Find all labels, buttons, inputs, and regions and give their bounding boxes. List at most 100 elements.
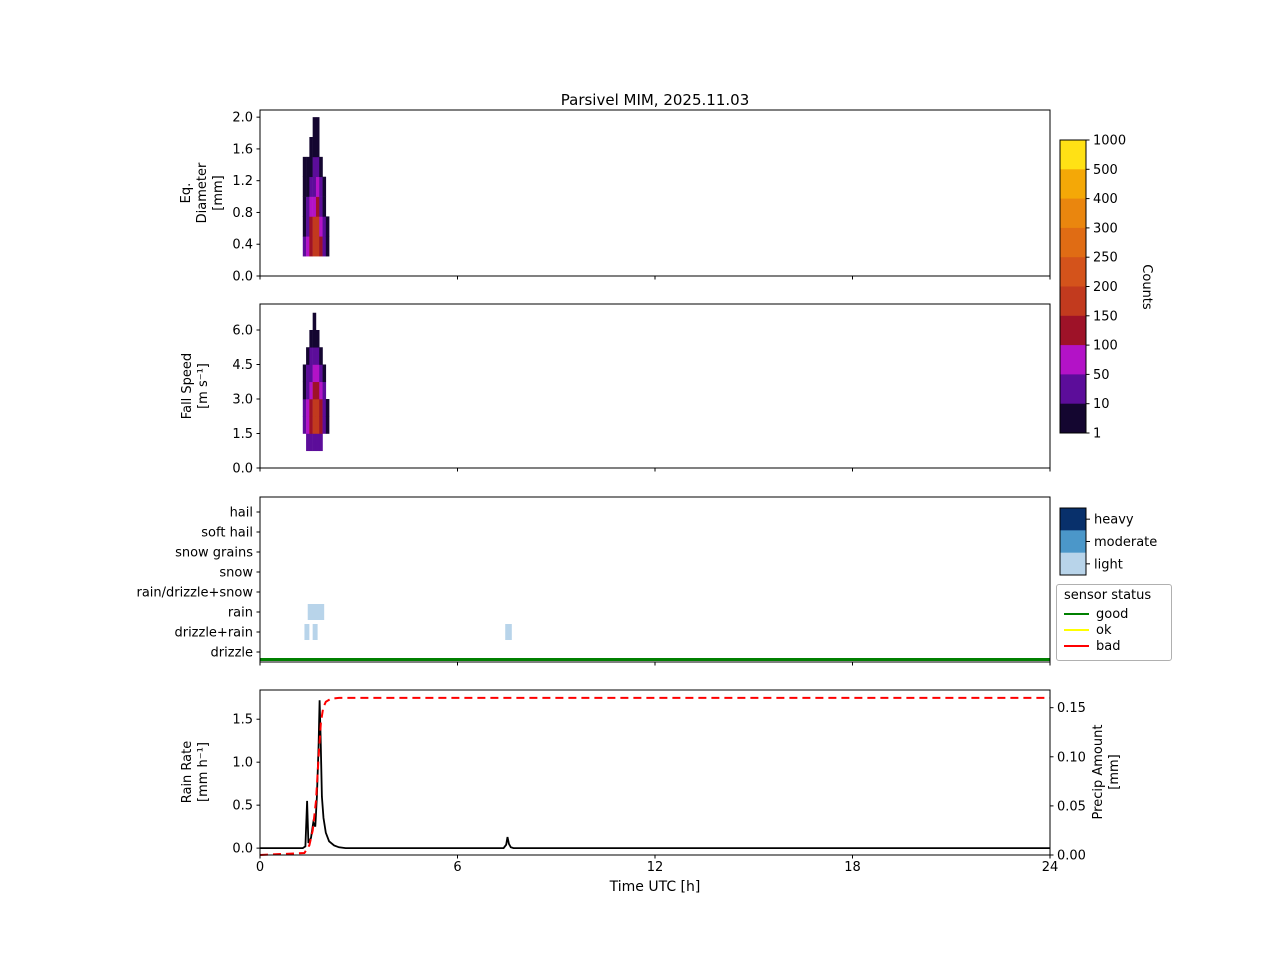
rain-rate-axis-label: Rain Rate [mm h⁻¹] xyxy=(180,712,212,832)
y2-tick-label: 0.15 xyxy=(1057,701,1086,716)
colorbar-tick-label: 300 xyxy=(1093,221,1118,236)
fall_speed-cell xyxy=(306,347,310,365)
eq_diameter-cell xyxy=(322,236,327,257)
axis-label-line: [mm h⁻¹] xyxy=(196,742,211,802)
fall_speed-cell xyxy=(315,364,320,383)
y2-tick-label: 0.00 xyxy=(1057,849,1086,864)
ok-line-sample xyxy=(1064,629,1089,631)
eq_diameter-cell xyxy=(309,236,313,257)
fall_speed-cell xyxy=(306,364,310,383)
colorbar-band xyxy=(1060,345,1086,375)
fall_speed-cell xyxy=(312,416,317,434)
panel-frame-1 xyxy=(259,109,1051,277)
fall_speed-cell xyxy=(312,398,317,417)
eq_diameter-cell xyxy=(319,156,323,178)
y-tick-label: 0.5 xyxy=(232,799,253,814)
fall_speed-cell xyxy=(325,416,330,434)
y-tick-label: 1.2 xyxy=(232,174,253,189)
eq_diameter-cell xyxy=(315,196,320,217)
x-tick-label: 0 xyxy=(256,860,264,875)
fall_speed-cell xyxy=(302,381,307,400)
fall_speed-cell xyxy=(322,364,327,383)
fall_speed-cell xyxy=(312,329,317,348)
colorbar-band xyxy=(1060,140,1086,170)
fall-speed-axis-label: Fall Speed [m s⁻¹] xyxy=(180,326,212,446)
eq-diameter-axis-label: Eq. Diameter [mm] xyxy=(179,133,227,253)
fall_speed-cell xyxy=(325,398,330,417)
sensor-status-legend: sensor status good ok bad xyxy=(1056,584,1172,661)
eq_diameter-cell xyxy=(322,176,327,197)
eq_diameter-cell xyxy=(315,176,320,197)
eq_diameter-cell xyxy=(319,236,323,257)
precip-event xyxy=(304,624,310,640)
legend-item-bad: bad xyxy=(1064,638,1164,654)
colorbar-tick-label: 250 xyxy=(1093,251,1118,266)
precip-event xyxy=(312,624,318,640)
axis-label-line: [mm] xyxy=(1107,754,1122,790)
eq_diameter-cell xyxy=(309,196,313,217)
fall_speed-cell xyxy=(309,364,313,383)
fall_speed-cell xyxy=(309,347,313,365)
y-tick-label: 0.0 xyxy=(232,270,253,285)
fall_speed-cell xyxy=(315,381,320,400)
fall_speed-cell xyxy=(319,347,323,365)
fall_speed-cell xyxy=(312,381,317,400)
fall_speed-cell xyxy=(309,329,313,348)
colorbar-tick-label: 150 xyxy=(1093,309,1118,324)
legend-label: ok xyxy=(1096,622,1112,638)
fall_speed-cell xyxy=(319,416,323,434)
eq_diameter-cell xyxy=(312,117,317,138)
y-tick-label: 1.5 xyxy=(232,713,253,728)
fall_speed-cell xyxy=(312,347,317,365)
eq_diameter-cell xyxy=(312,176,317,197)
y-tick-label: 2.0 xyxy=(232,111,253,126)
fall_speed-cell xyxy=(309,433,313,452)
y-tick-label: 0.8 xyxy=(232,206,253,221)
y2-tick-label: 0.10 xyxy=(1057,750,1086,765)
eq_diameter-cell xyxy=(322,196,327,217)
fall_speed-cell xyxy=(306,433,310,452)
y-tick-label: 1.5 xyxy=(232,427,253,442)
fall_speed-cell xyxy=(322,381,327,400)
fall_speed-cell xyxy=(309,416,313,434)
eq_diameter-cell xyxy=(306,196,310,217)
eq_diameter-cell xyxy=(312,236,317,257)
legend-label: good xyxy=(1096,606,1129,622)
eq_diameter-cell xyxy=(319,196,323,217)
eq_diameter-cell xyxy=(306,236,310,257)
fall_speed-cell xyxy=(302,416,307,434)
eq_diameter-cell xyxy=(312,196,317,217)
eq_diameter-cell xyxy=(312,156,317,178)
axis-label-line: [m s⁻¹] xyxy=(196,363,211,409)
intensity-frame xyxy=(1059,507,1087,576)
eq_diameter-cell xyxy=(302,236,307,257)
fall_speed-cell xyxy=(306,416,310,434)
y-tick-label: 0.4 xyxy=(232,238,253,253)
panel-frame-2 xyxy=(259,303,1051,469)
category-label: snow grains xyxy=(175,546,253,561)
eq_diameter-cell xyxy=(306,176,310,197)
eq_diameter-cell xyxy=(315,137,320,158)
x-axis-label: Time UTC [h] xyxy=(609,879,701,895)
eq_diameter-cell xyxy=(302,156,307,178)
y-tick-label: 3.0 xyxy=(232,392,253,407)
colorbar-band xyxy=(1060,315,1086,346)
colorbar-tick-label: 100 xyxy=(1093,339,1118,354)
eq_diameter-cell xyxy=(302,196,307,217)
fall_speed-cell xyxy=(319,433,323,452)
colorbar-tick-label: 500 xyxy=(1093,163,1118,178)
good-line-sample xyxy=(1064,613,1089,615)
eq_diameter-cell xyxy=(312,137,317,158)
fall_speed-cell xyxy=(306,398,310,417)
fall_speed-cell xyxy=(312,364,317,383)
colorbar-tick-label: 400 xyxy=(1093,192,1118,207)
colorbar-band xyxy=(1060,169,1086,200)
x-tick-label: 6 xyxy=(453,860,461,875)
category-label: soft hail xyxy=(201,526,253,541)
y-tick-label: 1.0 xyxy=(232,756,253,771)
axis-label-line: Rain Rate xyxy=(180,740,195,804)
intensity-label: heavy xyxy=(1094,513,1134,528)
eq_diameter-cell xyxy=(319,216,323,237)
